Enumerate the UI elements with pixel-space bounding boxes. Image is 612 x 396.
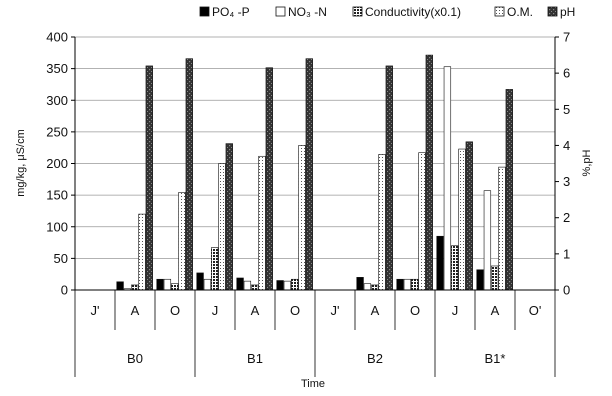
bar-black bbox=[276, 280, 284, 291]
month-label: A bbox=[131, 303, 140, 318]
group-label: B1 bbox=[247, 351, 263, 366]
legend-swatch-cross bbox=[352, 6, 363, 17]
month-label: A bbox=[491, 303, 500, 318]
bar-black bbox=[196, 272, 204, 291]
right-tick-label: 6 bbox=[563, 66, 570, 81]
y-axis-left-title: mg/kg, μS/cm bbox=[15, 129, 27, 196]
legend: PO₄ -P NO₃ -N Conductivity(x0.1) O.M. pH bbox=[199, 5, 575, 19]
legend-swatch-white bbox=[275, 6, 286, 17]
bar-dots bbox=[418, 152, 426, 291]
month-label: O bbox=[170, 303, 180, 318]
month-label: J' bbox=[331, 303, 340, 318]
legend-swatch-black bbox=[199, 6, 210, 17]
bars bbox=[116, 54, 513, 291]
month-label: J' bbox=[91, 303, 100, 318]
month-label: O bbox=[410, 303, 420, 318]
bar-black bbox=[476, 269, 484, 291]
bar-cross bbox=[131, 284, 139, 291]
gridlines bbox=[75, 36, 555, 259]
bar-dark bbox=[425, 54, 433, 291]
left-tick-label: 100 bbox=[46, 219, 68, 234]
bar-white bbox=[443, 66, 452, 291]
bar-black bbox=[236, 277, 244, 291]
right-tick-label: 2 bbox=[563, 210, 570, 225]
bar-dots bbox=[498, 166, 506, 291]
left-axis-ticks: 0 50 100 150 200 250 300 350 400 bbox=[46, 30, 75, 298]
bar-dots bbox=[138, 213, 146, 291]
bar-dots bbox=[458, 148, 466, 291]
bar-dots bbox=[258, 155, 266, 291]
bar-cross bbox=[371, 284, 379, 291]
bar-white bbox=[483, 190, 492, 291]
bar-cross bbox=[451, 245, 459, 291]
right-tick-label: 3 bbox=[563, 174, 570, 189]
group-label: B2 bbox=[367, 351, 383, 366]
right-tick-label: 1 bbox=[563, 246, 570, 261]
left-tick-label: 50 bbox=[54, 251, 68, 266]
bar-black bbox=[436, 235, 444, 291]
right-tick-label: 7 bbox=[563, 30, 570, 45]
month-label: A bbox=[251, 303, 260, 318]
bar-black bbox=[116, 281, 124, 291]
bar-dots bbox=[298, 145, 306, 291]
bar-white bbox=[203, 278, 212, 291]
bar-dark bbox=[225, 143, 233, 291]
bar-cross bbox=[491, 265, 499, 291]
bar-dark bbox=[305, 58, 313, 291]
bar-cross bbox=[291, 278, 299, 291]
bar-cross bbox=[171, 283, 179, 291]
legend-label: PO₄ -P bbox=[212, 5, 250, 19]
right-tick-label: 5 bbox=[563, 102, 570, 117]
month-label: J bbox=[452, 303, 459, 318]
right-axis-ticks: 0 1 2 3 4 5 6 7 bbox=[555, 30, 570, 298]
group-label: B1* bbox=[485, 351, 506, 366]
bar-dark bbox=[185, 58, 193, 291]
left-tick-label: 300 bbox=[46, 93, 68, 108]
legend-swatch-dark bbox=[547, 6, 558, 17]
bar-black bbox=[356, 277, 364, 291]
left-tick-label: 250 bbox=[46, 124, 68, 139]
bar-white bbox=[283, 280, 292, 291]
legend-swatch-dots bbox=[494, 6, 505, 17]
bar-white bbox=[363, 283, 372, 291]
category-axis: J' A O J A O J' A O J A O' B0 B1 B2 B1* bbox=[74, 290, 556, 377]
bar-dark bbox=[265, 67, 273, 291]
bar-dots bbox=[218, 163, 226, 291]
bar-white bbox=[243, 280, 252, 291]
month-label: A bbox=[371, 303, 380, 318]
month-label: O bbox=[290, 303, 300, 318]
right-tick-label: 0 bbox=[563, 283, 570, 298]
month-label: O' bbox=[529, 303, 542, 318]
group-label: B0 bbox=[127, 351, 143, 366]
right-tick-label: 4 bbox=[563, 138, 570, 153]
left-tick-label: 350 bbox=[46, 61, 68, 76]
legend-label: pH bbox=[560, 5, 575, 19]
left-tick-label: 200 bbox=[46, 156, 68, 171]
bar-cross bbox=[211, 247, 219, 291]
bar-white bbox=[163, 278, 172, 291]
bar-cross bbox=[411, 278, 419, 291]
left-tick-label: 150 bbox=[46, 188, 68, 203]
x-axis-title: Time bbox=[301, 378, 325, 390]
y-axis-right-title: %,pH bbox=[581, 149, 593, 176]
bar-white bbox=[403, 278, 412, 291]
bar-dark bbox=[145, 65, 153, 291]
left-tick-label: 0 bbox=[61, 283, 68, 298]
month-label: J bbox=[212, 303, 219, 318]
bar-dark bbox=[505, 89, 513, 291]
bar-cross bbox=[251, 284, 259, 291]
legend-label: O.M. bbox=[507, 5, 533, 19]
bar-black bbox=[156, 278, 164, 291]
bar-black bbox=[396, 278, 404, 291]
bar-dark bbox=[385, 65, 393, 291]
bar-dots bbox=[378, 154, 386, 291]
bar-dots bbox=[178, 192, 186, 291]
left-tick-label: 400 bbox=[46, 30, 68, 45]
legend-label: NO₃ -N bbox=[288, 5, 327, 19]
bar-dark bbox=[465, 141, 473, 291]
legend-label: Conductivity(x0.1) bbox=[365, 5, 461, 19]
